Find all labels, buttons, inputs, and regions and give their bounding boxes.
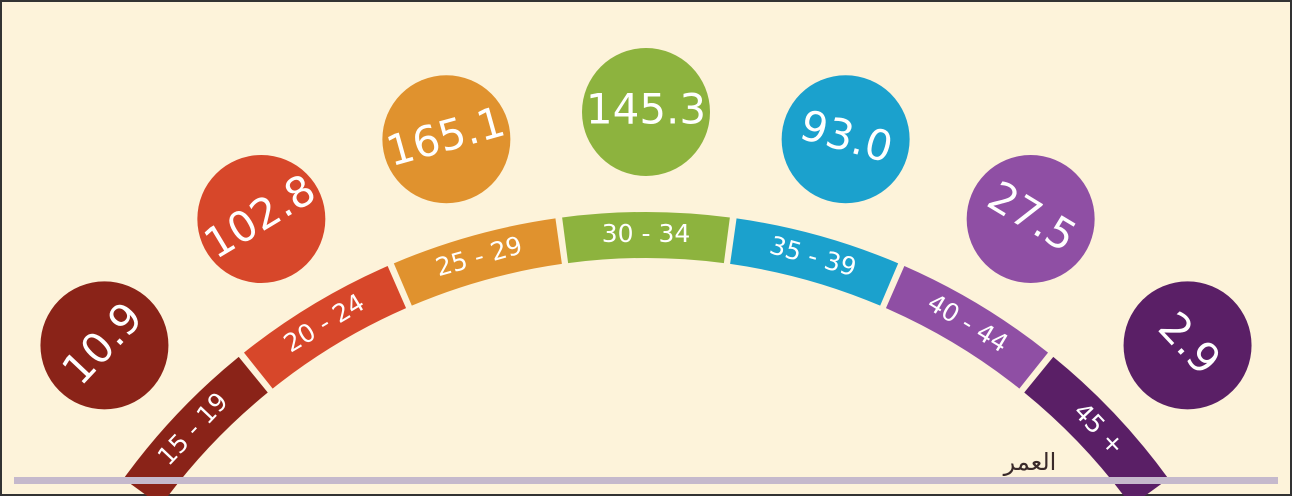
axis-label: العمر [1003,448,1057,476]
arc-segment [393,218,562,306]
arc-segment [730,218,899,306]
value-label: 145.3 [586,85,706,134]
value-circle [40,281,169,410]
value-circle [966,154,1095,283]
value-circle [1123,281,1252,410]
arc-segment [885,266,1049,389]
value-circle [781,75,910,204]
baseline [14,477,1278,484]
age-label: 30 - 34 [602,219,691,248]
arc-segment [123,356,268,496]
value-circle [382,75,511,204]
value-circle [197,154,326,283]
arc-segment [1024,356,1169,496]
arc-segment [562,212,730,264]
value-circle [582,48,710,176]
arc-segment [243,266,407,389]
